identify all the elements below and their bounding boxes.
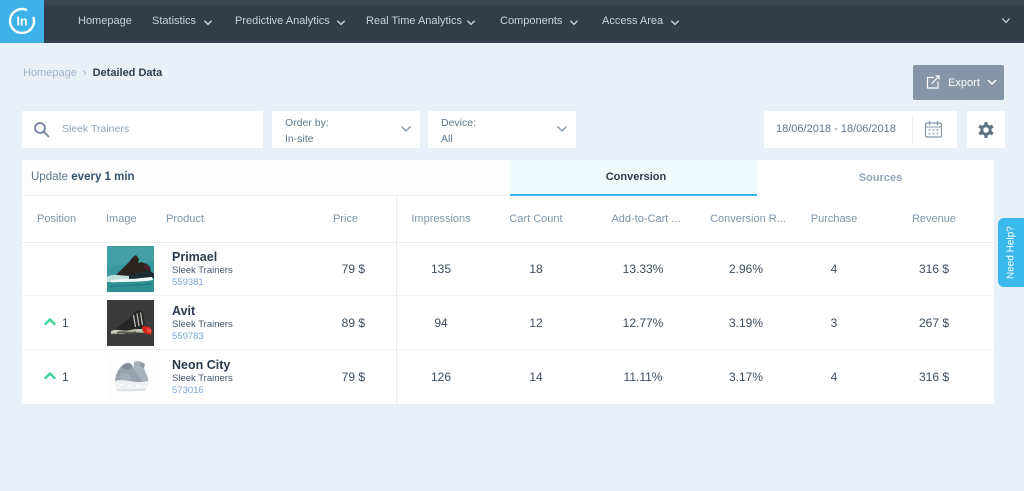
svg-text:In: In <box>17 15 28 29</box>
